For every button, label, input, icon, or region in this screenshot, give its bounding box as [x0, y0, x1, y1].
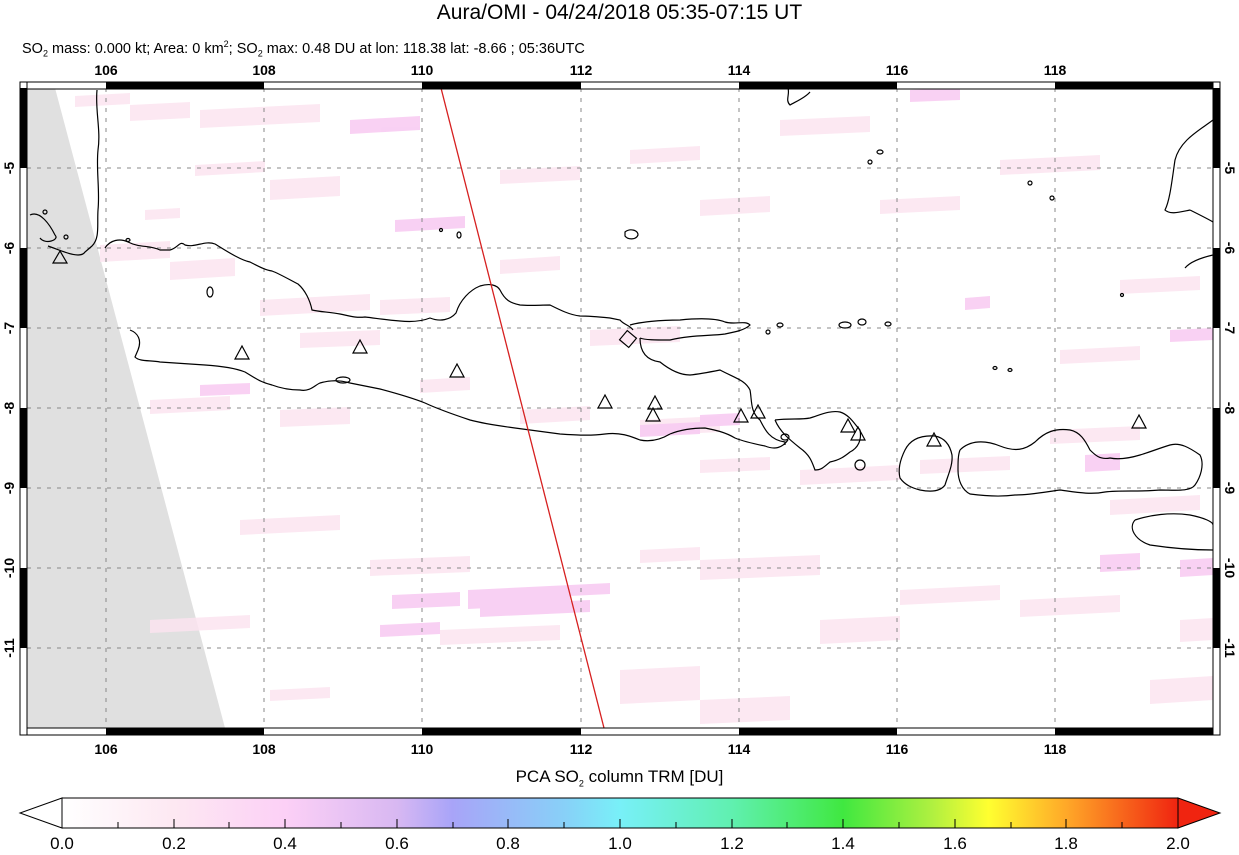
so2-subscript: 2 — [42, 48, 48, 59]
map-title: Aura/OMI - 04/24/2018 05:35-07:15 UT — [436, 1, 803, 24]
lon-label-top-110: 110 — [410, 62, 434, 78]
lon-label-bottom-108: 108 — [252, 741, 276, 757]
lat-label-right-11: -11 — [1222, 638, 1238, 658]
area-superscript: 2 — [223, 39, 229, 49]
colorbar-label-1-6: 1.6 — [943, 834, 967, 853]
lon-label-bottom-106: 106 — [94, 741, 118, 757]
lon-label-bottom-114: 114 — [727, 741, 751, 757]
so2-pixels — [27, 88, 1213, 728]
no-data-region — [27, 88, 225, 728]
lon-label-top-116: 116 — [885, 62, 909, 78]
colorbar-label-0-2: 0.2 — [162, 834, 186, 853]
colorbar-title: PCA SO2 column TRM [DU] — [0, 767, 1239, 788]
so2-subscript-2: 2 — [257, 48, 263, 59]
colorbar-label-2-0: 2.0 — [1166, 834, 1190, 853]
lat-label-right-8: -8 — [1222, 401, 1238, 415]
lat-label-left-5: -5 — [1, 161, 17, 175]
lat-label-left-11: -11 — [1, 638, 17, 658]
lat-label-right-5: -5 — [1222, 161, 1238, 175]
lat-label-right-7: -7 — [1222, 321, 1238, 335]
lon-label-bottom-112: 112 — [569, 741, 593, 757]
colorbar-label-0-8: 0.8 — [496, 834, 520, 853]
lat-label-left-7: -7 — [1, 321, 17, 335]
lat-label-left-6: -6 — [1, 241, 17, 255]
colorbar — [18, 797, 1222, 829]
colorbar-label-1-2: 1.2 — [720, 834, 744, 853]
map-canvas — [19, 81, 1221, 736]
lat-label-left-8: -8 — [1, 401, 17, 415]
so2-mass-text: mass: 0.000 kt; Area: 0 km — [47, 40, 224, 57]
colorbar-label-1-8: 1.8 — [1054, 834, 1078, 853]
map-frame — [19, 81, 1221, 736]
volcano-markers — [51, 249, 1148, 447]
colorbar-title-prefix: PCA SO — [515, 767, 579, 786]
map-subtitle: SO2 mass: 0.000 kt; Area: 0 km2; SO2 max… — [22, 35, 585, 63]
lon-label-top-118: 118 — [1043, 62, 1067, 78]
lon-label-bottom-110: 110 — [410, 741, 434, 757]
lon-label-top-114: 114 — [727, 62, 751, 78]
colorbar-label-1-0: 1.0 — [608, 834, 632, 853]
lon-label-top-108: 108 — [252, 62, 276, 78]
so2-max-text: max: 0.48 DU at lon: 118.38 lat: -8.66 ;… — [262, 40, 585, 57]
lon-label-bottom-116: 116 — [885, 741, 909, 757]
colorbar-label-0-4: 0.4 — [273, 834, 297, 853]
lat-label-right-9: -9 — [1222, 481, 1238, 495]
colorbar-label-0-6: 0.6 — [385, 834, 409, 853]
lat-label-left-9: -9 — [1, 481, 17, 495]
colorbar-label-0-0: 0.0 — [50, 834, 74, 853]
colorbar-title-sub: 2 — [578, 778, 584, 789]
colorbar-min-arrow — [18, 797, 63, 829]
colorbar-ticks — [117, 819, 1123, 828]
coastlines — [29, 88, 1213, 551]
colorbar-title-suffix: column TRM [DU] — [583, 767, 724, 786]
graticule — [27, 88, 1213, 728]
so2-label: SO — [22, 40, 43, 57]
lat-label-right-6: -6 — [1222, 241, 1238, 255]
so2-max-label: ; SO — [228, 40, 258, 57]
colorbar-label-1-4: 1.4 — [831, 834, 855, 853]
lat-label-right-10: -10 — [1222, 557, 1238, 579]
lon-label-top-112: 112 — [569, 62, 593, 78]
colorbar-max-arrow — [1177, 797, 1222, 829]
lat-label-left-10: -10 — [1, 557, 17, 579]
orbit-track-line — [440, 88, 605, 728]
lon-label-top-106: 106 — [94, 62, 118, 78]
lon-label-bottom-118: 118 — [1043, 741, 1067, 757]
